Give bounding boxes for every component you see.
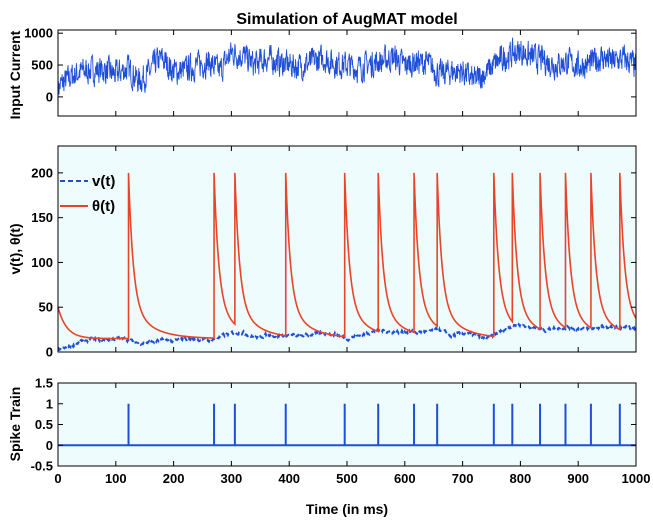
y-tick-label: -0.5 xyxy=(31,459,53,474)
panel2-plot-area xyxy=(57,172,637,352)
x-tick-label: 200 xyxy=(163,471,185,486)
x-tick-label: 600 xyxy=(394,471,416,486)
panel3-axes: 0 100 200 300 400 500 600 700 800 900 1000-0.500.5… xyxy=(31,376,651,487)
panel2-axes: 0 50 100 150 200 xyxy=(31,145,637,360)
voltage-threshold-panel: 0 50 100 150 200 v(t), θ(t) v(t) θ(t) xyxy=(7,145,637,360)
panel1-ylabel: Input Current xyxy=(7,30,23,119)
input-current-panel: 0 500 1000 Input Current xyxy=(7,26,637,119)
panel2-ylabel: v(t), θ(t) xyxy=(7,223,23,274)
x-tick-label: 300 xyxy=(221,471,243,486)
spike-train-panel: 0 100 200 300 400 500 600 700 800 900 1000-0.500.5… xyxy=(7,376,650,518)
legend: v(t) θ(t) xyxy=(60,173,115,215)
xaxis-title: Time (in ms) xyxy=(306,501,388,517)
y-tick-label: 150 xyxy=(31,210,53,225)
y-tick-label: 1 xyxy=(46,396,53,411)
y-tick-label: 50 xyxy=(39,300,53,315)
panel3-ylabel: Spike Train xyxy=(7,387,23,462)
x-tick-label: 400 xyxy=(278,471,300,486)
y-tick-label: 1000 xyxy=(24,26,53,41)
legend-theta-label: θ(t) xyxy=(92,198,115,215)
input-current-line xyxy=(57,37,637,100)
y-tick-label: 0 xyxy=(46,345,53,360)
theta-t-line xyxy=(57,172,637,340)
y-tick-label: 100 xyxy=(31,255,53,270)
x-tick-label: 800 xyxy=(510,471,532,486)
y-tick-label: 200 xyxy=(31,165,53,180)
y-tick-label: 0 xyxy=(46,438,53,453)
legend-v-label: v(t) xyxy=(92,173,115,190)
panel1-axes: 0 500 1000 xyxy=(24,26,637,117)
panel1-plot-area xyxy=(57,37,637,100)
y-tick-label: 0 xyxy=(46,89,53,104)
panel3-background xyxy=(58,383,636,466)
panel3-plot-area xyxy=(58,403,636,447)
chart-title: Simulation of AugMAT model xyxy=(236,11,457,28)
x-tick-label: 500 xyxy=(336,471,358,486)
x-tick-label: 1000 xyxy=(622,471,651,486)
x-tick-label: 0 xyxy=(54,471,61,486)
x-tick-label: 900 xyxy=(567,471,589,486)
y-tick-label: 500 xyxy=(31,58,53,73)
y-tick-label: 0.5 xyxy=(35,417,53,432)
x-tick-label: 700 xyxy=(452,471,474,486)
panel2-background xyxy=(58,146,636,352)
x-tick-label: 100 xyxy=(105,471,127,486)
y-tick-label: 1.5 xyxy=(35,376,53,391)
